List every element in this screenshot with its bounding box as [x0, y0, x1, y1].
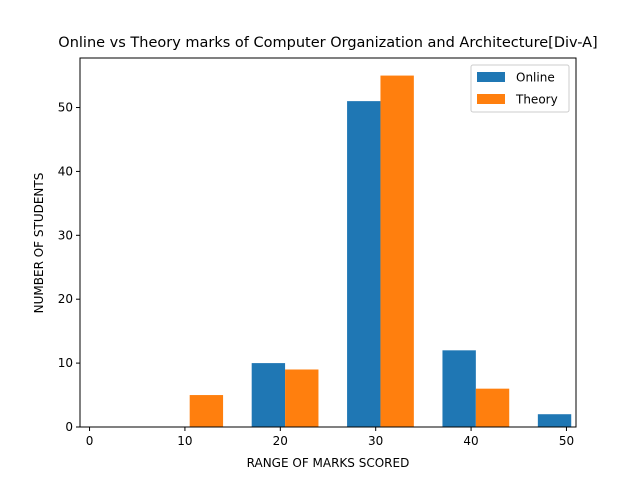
legend-label-online: Online	[516, 71, 555, 85]
y-tick-label: 10	[58, 356, 73, 370]
y-axis-ticks: 0 10 20 30 40 50	[58, 101, 80, 434]
x-tick-label: 20	[273, 434, 288, 448]
bar-online-3	[442, 350, 476, 427]
x-tick-label: 30	[368, 434, 383, 448]
bar-theory-2	[380, 75, 414, 428]
bar-theory-0	[189, 395, 224, 427]
y-tick-label: 0	[65, 420, 73, 434]
legend: Online Theory	[470, 64, 570, 113]
x-tick-label: 50	[559, 434, 574, 448]
bar-theory-3	[475, 388, 510, 427]
x-axis-ticks: 0 10 20 30 40 50	[86, 427, 574, 448]
y-tick-label: 40	[58, 164, 73, 178]
y-tick-label: 30	[58, 228, 73, 242]
bar-online-1	[251, 363, 286, 427]
bar-theory-1	[285, 369, 319, 427]
chart-title: Online vs Theory marks of Computer Organ…	[58, 35, 597, 51]
x-tick-label: 0	[86, 434, 94, 448]
y-tick-label: 50	[58, 101, 73, 115]
bar-online-2	[347, 101, 381, 427]
y-axis-label: NUMBER OF STUDENTS	[32, 173, 46, 314]
y-tick-label: 20	[58, 292, 73, 306]
x-tick-label: 10	[177, 434, 192, 448]
legend-label-theory: Theory	[515, 93, 558, 107]
legend-swatch-theory	[477, 94, 505, 104]
x-tick-label: 40	[463, 434, 478, 448]
bar-online-4	[537, 414, 572, 427]
x-axis-label: RANGE OF MARKS SCORED	[247, 456, 410, 470]
legend-swatch-online	[477, 72, 505, 82]
plot-frame	[79, 57, 577, 428]
bars-group	[189, 75, 572, 428]
